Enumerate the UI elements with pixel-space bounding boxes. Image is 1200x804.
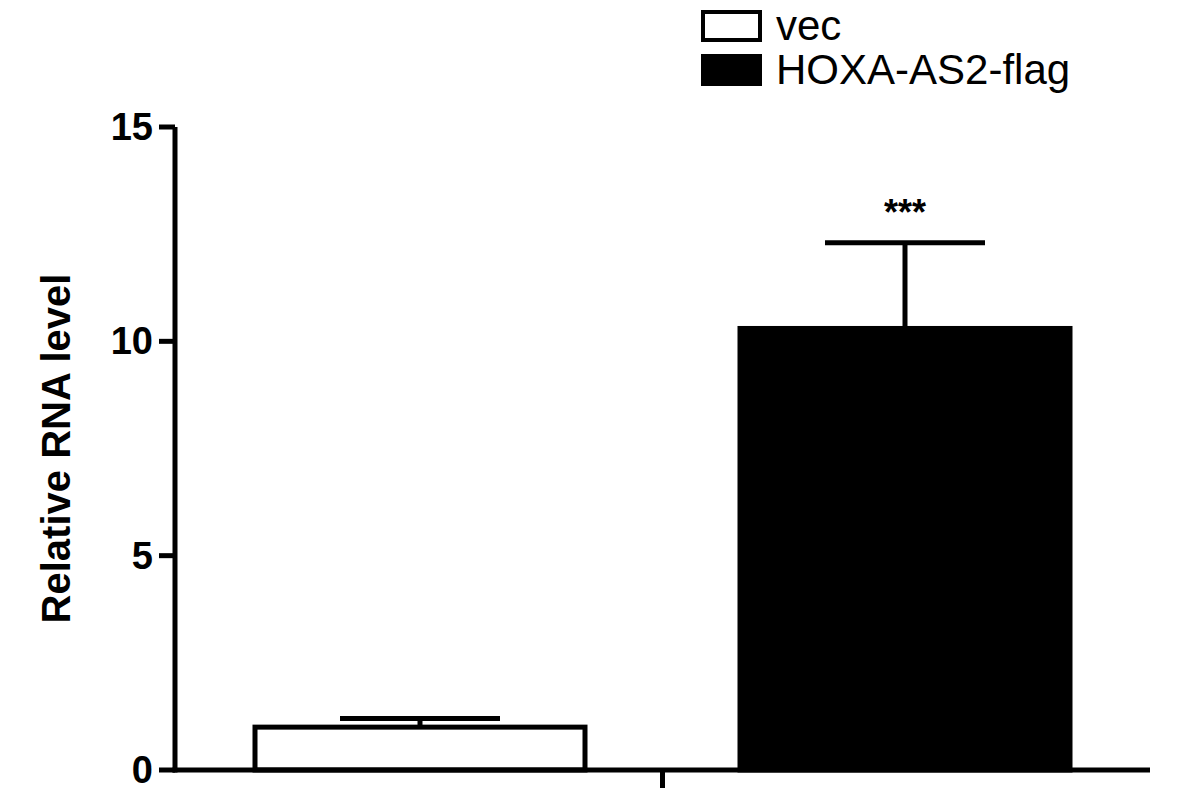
y-tick <box>159 768 175 773</box>
bar <box>255 727 585 770</box>
legend-label: vec <box>776 2 841 49</box>
annotation: *** <box>884 192 926 233</box>
legend: vecHOXA-AS2-flag <box>703 2 1070 93</box>
y-tick <box>159 553 175 558</box>
y-tick-label: 10 <box>111 320 153 362</box>
y-tick-label: 5 <box>132 535 153 577</box>
y-axis-label: Relative RNA level <box>34 274 78 624</box>
y-tick-label: 0 <box>132 749 153 791</box>
y-axis <box>173 127 178 773</box>
legend-swatch <box>703 12 760 40</box>
error-bar <box>340 719 500 728</box>
legend-swatch <box>703 56 760 84</box>
chart: *** 0 5 10 15 Relative RNA level vecHOXA-AS2-f… <box>0 0 1200 804</box>
x-axis <box>173 768 1151 773</box>
y-tick <box>159 125 175 130</box>
plot-area <box>255 243 1070 770</box>
y-tick-label: 15 <box>111 106 153 148</box>
bar <box>740 328 1070 770</box>
legend-label: HOXA-AS2-flag <box>776 46 1070 93</box>
y-tick <box>159 339 175 344</box>
error-bar <box>825 243 985 329</box>
error-cap <box>825 240 985 245</box>
error-stem <box>903 243 908 329</box>
x-tick <box>660 770 665 788</box>
error-cap <box>340 716 500 721</box>
